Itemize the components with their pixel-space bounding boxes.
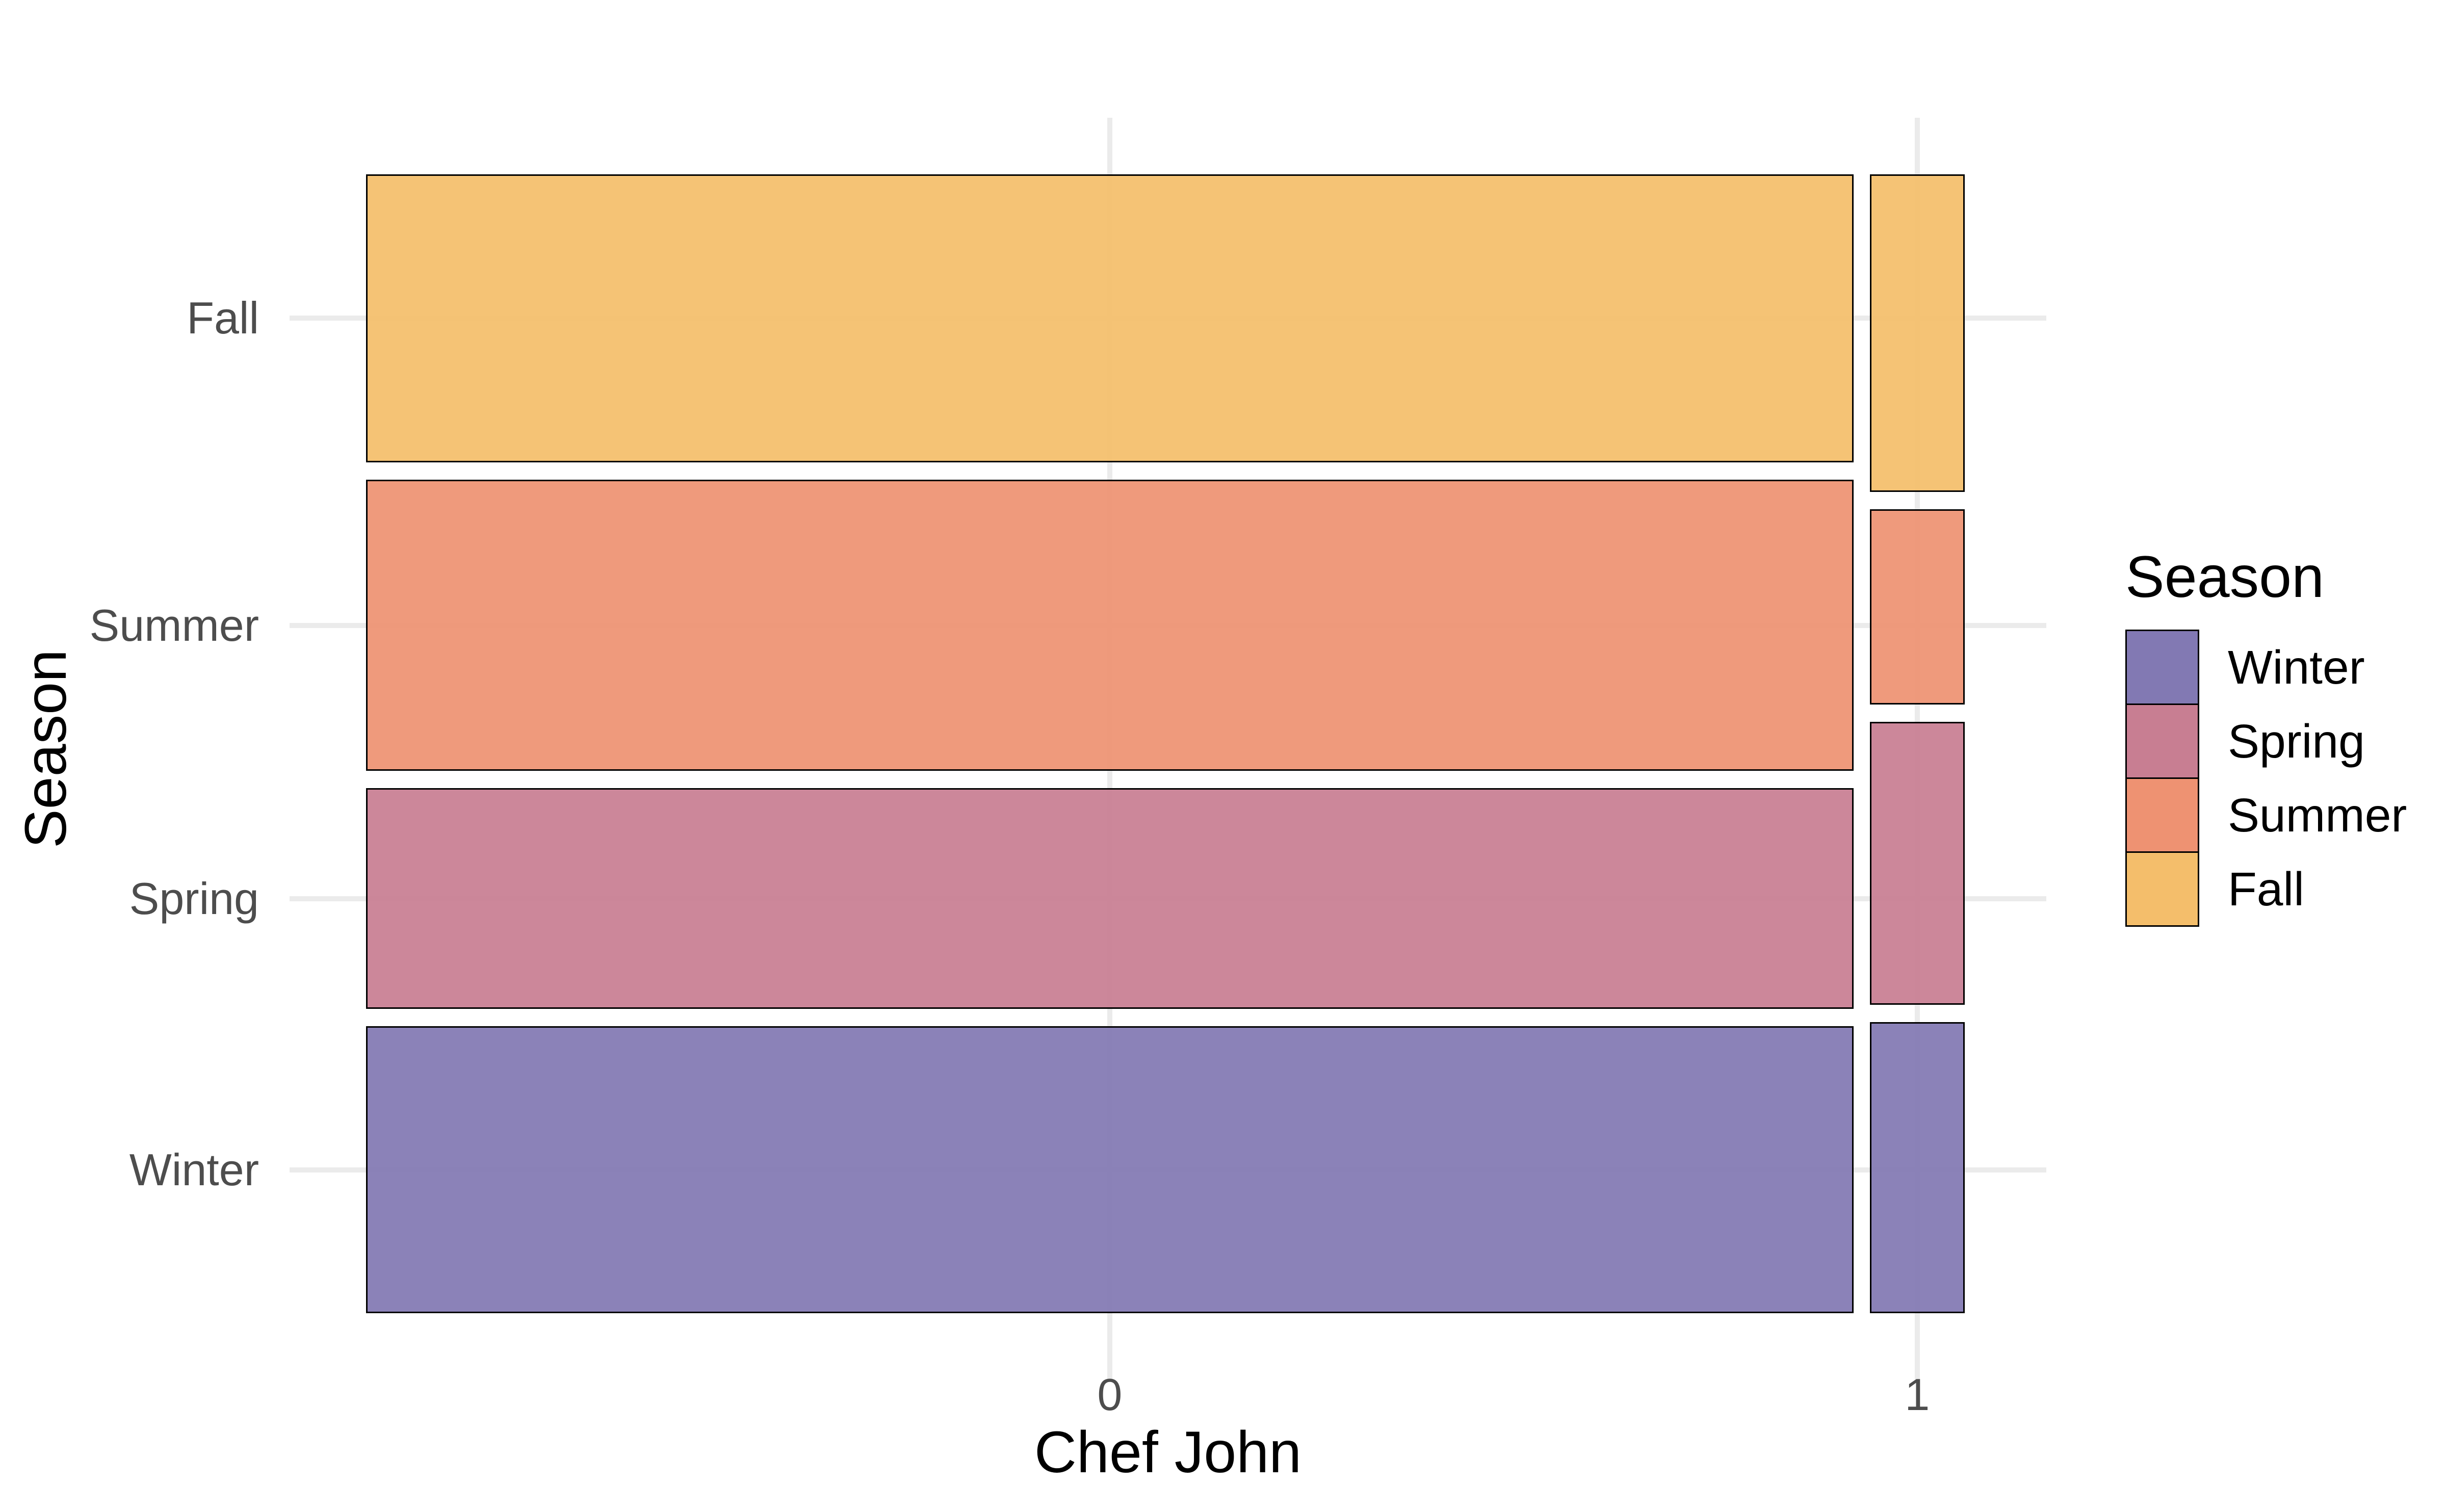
y-tick-label-summer: Summer	[89, 599, 259, 650]
mosaic-tile-chefjohn0-spring	[366, 788, 1854, 1009]
legend-swatch-fall-icon	[2125, 851, 2199, 927]
mosaic-tile-chefjohn0-fall	[366, 174, 1854, 462]
legend-label-spring: Spring	[2228, 715, 2365, 768]
mosaic-tile-chefjohn0-winter	[366, 1026, 1854, 1313]
legend-label-winter: Winter	[2228, 641, 2365, 694]
y-tick-label-winter: Winter	[129, 1144, 259, 1195]
y-tick-label-spring: Spring	[129, 873, 259, 924]
y-tick-label-fall: Fall	[187, 293, 259, 344]
mosaic-tile-chefjohn0-summer	[366, 479, 1854, 771]
x-tick-label-0: 0	[1097, 1369, 1123, 1420]
legend: Season Winter Spring Summer Fall	[2125, 544, 2447, 927]
legend-title: Season	[2125, 544, 2325, 610]
mosaic-tile-chefjohn1-fall	[1869, 174, 1965, 492]
mosaic-tile-chefjohn1-spring	[1869, 722, 1965, 1005]
mosaic-tile-chefjohn1-summer	[1869, 509, 1965, 705]
mosaic-tile-chefjohn1-winter	[1869, 1022, 1965, 1313]
legend-label-summer: Summer	[2228, 789, 2407, 842]
legend-label-fall: Fall	[2228, 863, 2304, 916]
x-axis-title: Chef John	[1034, 1420, 1302, 1485]
x-tick-label-1: 1	[1905, 1369, 1930, 1420]
legend-swatch-spring-icon	[2125, 703, 2199, 779]
y-axis-title: Season	[13, 649, 79, 849]
legend-swatch-summer-icon	[2125, 777, 2199, 853]
legend-swatch-winter-icon	[2125, 630, 2199, 705]
plot-panel	[290, 118, 2046, 1379]
